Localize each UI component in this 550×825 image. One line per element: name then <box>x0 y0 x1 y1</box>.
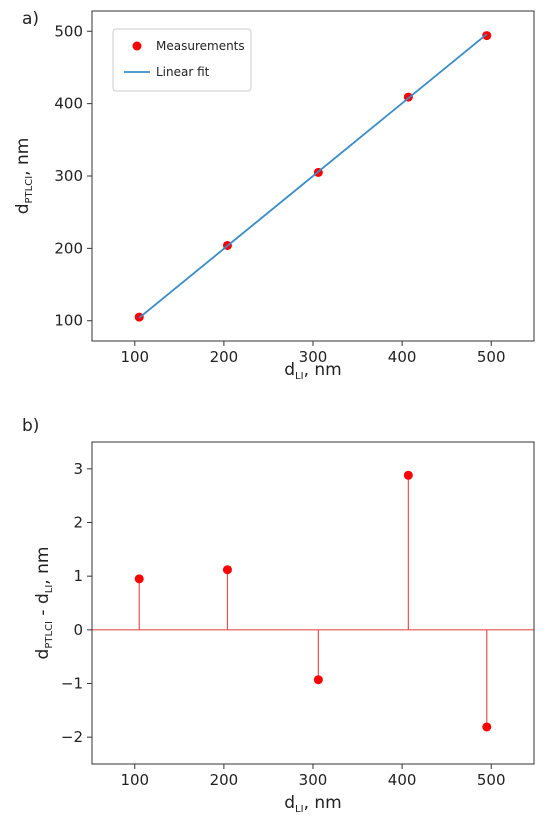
panel-b-xtick-label: 500 <box>477 771 506 789</box>
panel-a-xlabel-sub: LI <box>295 371 304 382</box>
panel-a-legend: Measurements Linear fit <box>112 28 252 92</box>
panel-b-ylabel-mid: - d <box>33 593 53 621</box>
legend-measurements-label: Measurements <box>156 39 245 53</box>
panel-b-ytick-label: −2 <box>61 728 83 746</box>
panel-b-ylabel-sub: PTLCI <box>44 621 55 649</box>
linear-fit-line <box>138 33 488 319</box>
panel-a-ytick-label: 500 <box>54 22 83 40</box>
legend-measurement-marker <box>132 41 142 51</box>
panel-b-frame <box>91 441 535 765</box>
panel-b-xlabel: dLI, nm <box>284 793 341 815</box>
panel-b-label: b) <box>22 416 39 436</box>
panel-b-ytick-label: −1 <box>61 675 83 693</box>
panel-b-xtick-label: 400 <box>388 771 417 789</box>
panel-b-xtick-label: 300 <box>299 771 328 789</box>
panel-a-ylabel-sub: PTLCI <box>24 176 35 204</box>
panel-a-frame <box>91 10 535 342</box>
panel-a-ytick-label: 200 <box>54 239 83 257</box>
panel-a-xtick-label: 200 <box>210 348 239 366</box>
residual-point <box>482 722 492 732</box>
panel-a-xtick-label: 300 <box>299 348 328 366</box>
panel-a-xlabel-suffix: , nm <box>304 360 342 380</box>
panel-b-ylabel-sub2: LI <box>44 585 55 594</box>
panel-a-xlabel-base: d <box>284 360 295 380</box>
panel-b-xlabel-base: d <box>284 793 295 813</box>
panel-a-ytick-label: 100 <box>54 312 83 330</box>
panel-b-xtick-label: 200 <box>210 771 239 789</box>
panel-b-xlabel-sub: LI <box>295 804 304 815</box>
residual-point <box>222 565 232 575</box>
panel-b-ylabel: dPTLCI - dLI, nm <box>33 547 55 660</box>
panel-b-ytick-label: 1 <box>73 567 83 585</box>
panel-b-ytick-label: 0 <box>73 621 83 639</box>
panel-b-ytick-label: 2 <box>73 514 83 532</box>
residual-point <box>403 470 413 480</box>
panel-b-xlabel-suffix: , nm <box>304 793 342 813</box>
panel-b-series <box>92 470 534 732</box>
panel-a-series <box>134 31 492 322</box>
panel-a-ticks: 100 200 300 400 500 100 200 300 400 500 <box>54 22 505 366</box>
panel-a-ylabel: dPTLCI, nm <box>13 138 35 215</box>
panel-b-ylabel-base: d <box>33 649 53 660</box>
panel-a-xtick-label: 100 <box>120 348 149 366</box>
panel-a-ytick-label: 400 <box>54 95 83 113</box>
measurement-point <box>482 31 492 41</box>
legend-fit-label: Linear fit <box>156 65 210 79</box>
panel-a-xtick-label: 400 <box>388 348 417 366</box>
residual-point <box>134 574 144 584</box>
panel-a-ylabel-base: d <box>13 204 33 215</box>
panel-b-xtick-label: 100 <box>120 771 149 789</box>
panel-a-xtick-label: 500 <box>477 348 506 366</box>
panel-b-ytick-label: 3 <box>73 460 83 478</box>
panel-a-ylabel-suffix: , nm <box>13 138 33 176</box>
residual-point <box>313 675 323 685</box>
legend-box <box>112 28 252 92</box>
panel-b-ticks: 100 200 300 400 500 −2 −1 0 1 2 3 <box>61 460 506 789</box>
panel-b-ylabel-suffix: , nm <box>33 547 53 585</box>
panel-a-ytick-label: 300 <box>54 167 83 185</box>
panel-a-xlabel: dLI, nm <box>284 360 341 382</box>
panel-a-label: a) <box>22 9 39 29</box>
